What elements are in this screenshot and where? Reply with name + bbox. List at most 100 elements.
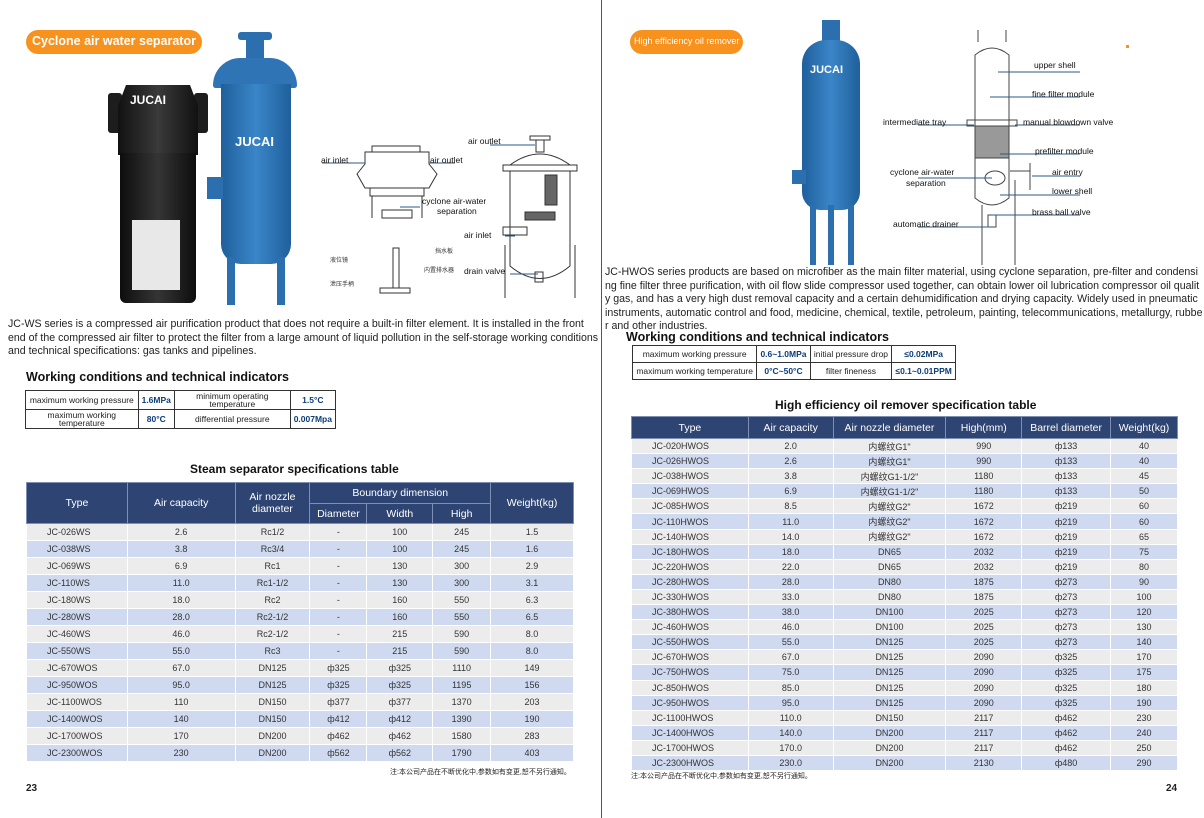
table-row: JC-1400WOS 140 DN150 ф412 ф412 1390 190 [26,710,574,728]
table-title: Steam separator specifications table [190,462,399,476]
table-cell: ф325 [366,659,434,677]
table-cell: 1.5 [490,523,574,541]
cell-type: JC-038HWOS [631,468,749,485]
table-row: JC-069WS 6.9 Rc1-130 300 2.9 [26,557,574,575]
table-cell: ф273 [1021,573,1111,590]
table-cell: 160 [366,591,434,609]
wc-value: 0.6~1.0MPa [756,345,811,363]
table-cell: 67.0 [747,649,834,666]
table-cell: ф462 [1021,709,1111,726]
table-cell: 38.0 [747,604,834,621]
table-cell: ф325 [1021,694,1111,711]
table-cell: ф462 [366,727,434,745]
table-cell: Rc3/4 [234,540,311,558]
table-cell: ф133 [1021,468,1111,485]
table-cell: 1875 [945,573,1023,590]
wc-label: differential pressure [173,409,291,429]
table-cell: DN125 [832,679,947,696]
table-cell: 65 [1110,528,1178,545]
table-row: JC-750HWOS 75.0 DN125 2090 ф325 175 [631,664,1178,681]
table-cell: 590 [432,642,492,660]
table-cell: DN150 [832,709,947,726]
table-cell: 内螺纹G2" [832,513,947,530]
table-cell: 2117 [945,709,1023,726]
table-cell: ф462 [1021,739,1111,756]
table-cell: ф219 [1021,498,1111,515]
table-cell: 140.0 [747,724,834,741]
table-row: JC-850HWOS 85.0 DN125 2090 ф325 180 [631,679,1178,696]
table-cell: ф219 [1021,528,1111,545]
table-cell: 40 [1110,453,1178,470]
table-cell: 2025 [945,619,1023,636]
table-cell: 290 [1110,754,1178,772]
table-row: JC-1400HWOS 140.0 DN200 2117 ф462 240 [631,724,1178,741]
table-cell: 283 [490,727,574,745]
wc-row: maximum working temperature 80°C different… [25,409,337,429]
page-number: 23 [26,783,38,794]
table-cell: 8.0 [490,642,574,660]
table-cell: 1672 [945,513,1023,530]
cell-type: JC-460WS [26,625,128,643]
table-cell: 2.0 [747,437,834,455]
table-cell: ф273 [1021,619,1111,636]
working-conditions-table: maximum working pressure 1.6MPa minimum op… [25,390,337,429]
cell-type: JC-110HWOS [631,513,749,530]
table-cell: 403 [490,744,574,762]
table-cell: 18.0 [747,543,834,560]
table-cell: 14.0 [747,528,834,545]
cell-type: JC-1100HWOS [631,709,749,726]
cell-type: JC-550HWOS [631,634,749,651]
table-cell: 95.0 [126,676,236,694]
table-cell: ф325 [1021,664,1111,681]
label-air-inlet: air inlet [321,155,349,165]
table-cell: 100 [1110,588,1178,606]
table-row: JC-110HWOS 11.0 内螺纹G2" 1672 ф219 60 [631,513,1178,530]
cell-type: JC-1400HWOS [631,724,749,741]
wc-value: 1.6MPa [137,390,175,410]
col-header: Barrel diameter [1021,416,1111,439]
table-cell: - [309,608,368,626]
table-cell: 内螺纹G1" [832,437,947,455]
table-cell: DN150 [234,693,311,711]
table-cell: 120 [1110,604,1178,621]
label-separation: separation [437,206,477,216]
table-cell: 990 [945,453,1023,470]
table-cell: Rc2 [234,591,311,609]
table-cell: 300 [432,557,492,575]
table-cell: ф273 [1021,634,1111,651]
cell-type: JC-280HWOS [631,573,749,590]
table-row: JC-670HWOS 67.0 DN125 2090 ф325 170 [631,649,1178,666]
page-number: 24 [1166,783,1178,794]
table-row: JC-330HWOS 33.0 DN80 1875 ф273 100 [631,588,1178,606]
table-cell: 60 [1110,498,1178,515]
orange-dot [1126,45,1129,48]
table-row: JC-950HWOS 95.0 DN125 2090 ф325 190 [631,694,1178,711]
table-cell: 1580 [432,727,492,745]
table-cell: 180 [1110,679,1178,696]
table-cell: - [309,625,368,643]
table-cell: 2090 [945,664,1023,681]
table-row: JC-1700HWOS 170.0 DN200 2117 ф462 250 [631,739,1178,756]
table-row: JC-2300WOS 230 DN200 ф562 ф562 1790 403 [26,744,574,762]
table-cell: 2090 [945,694,1023,711]
table-cell: 11.0 [747,513,834,530]
table-cell: DN125 [234,659,311,677]
table-cell: 140 [126,710,236,728]
table-row: JC-460HWOS 46.0 DN100 2025 ф273 130 [631,619,1178,636]
table-cell: ф412 [309,710,368,728]
cell-type: JC-038WS [26,540,128,558]
section-badge: High efficiency oil remover [630,30,744,54]
table-row: JC-280WS 28.0 Rc2-1/2-160 550 6.5 [26,608,574,626]
col-header: Air capacity [747,416,834,439]
table-cell: DN125 [832,649,947,666]
table-cell: 149 [490,659,574,677]
table-cell: 内螺纹G1-1/2" [832,468,947,485]
cell-type: JC-1400WOS [26,710,128,728]
table-cell: 1790 [432,744,492,762]
table-cell: 1875 [945,588,1023,606]
cell-type: JC-330HWOS [631,588,749,606]
col-boundary: Boundary dimension [309,482,492,504]
table-cell: DN150 [234,710,311,728]
table-row: JC-950WOS 95.0 DN125 ф325 ф325 1195 156 [26,676,574,694]
table-row: JC-460WS 46.0 Rc2-1/2-215 590 8.0 [26,625,574,643]
